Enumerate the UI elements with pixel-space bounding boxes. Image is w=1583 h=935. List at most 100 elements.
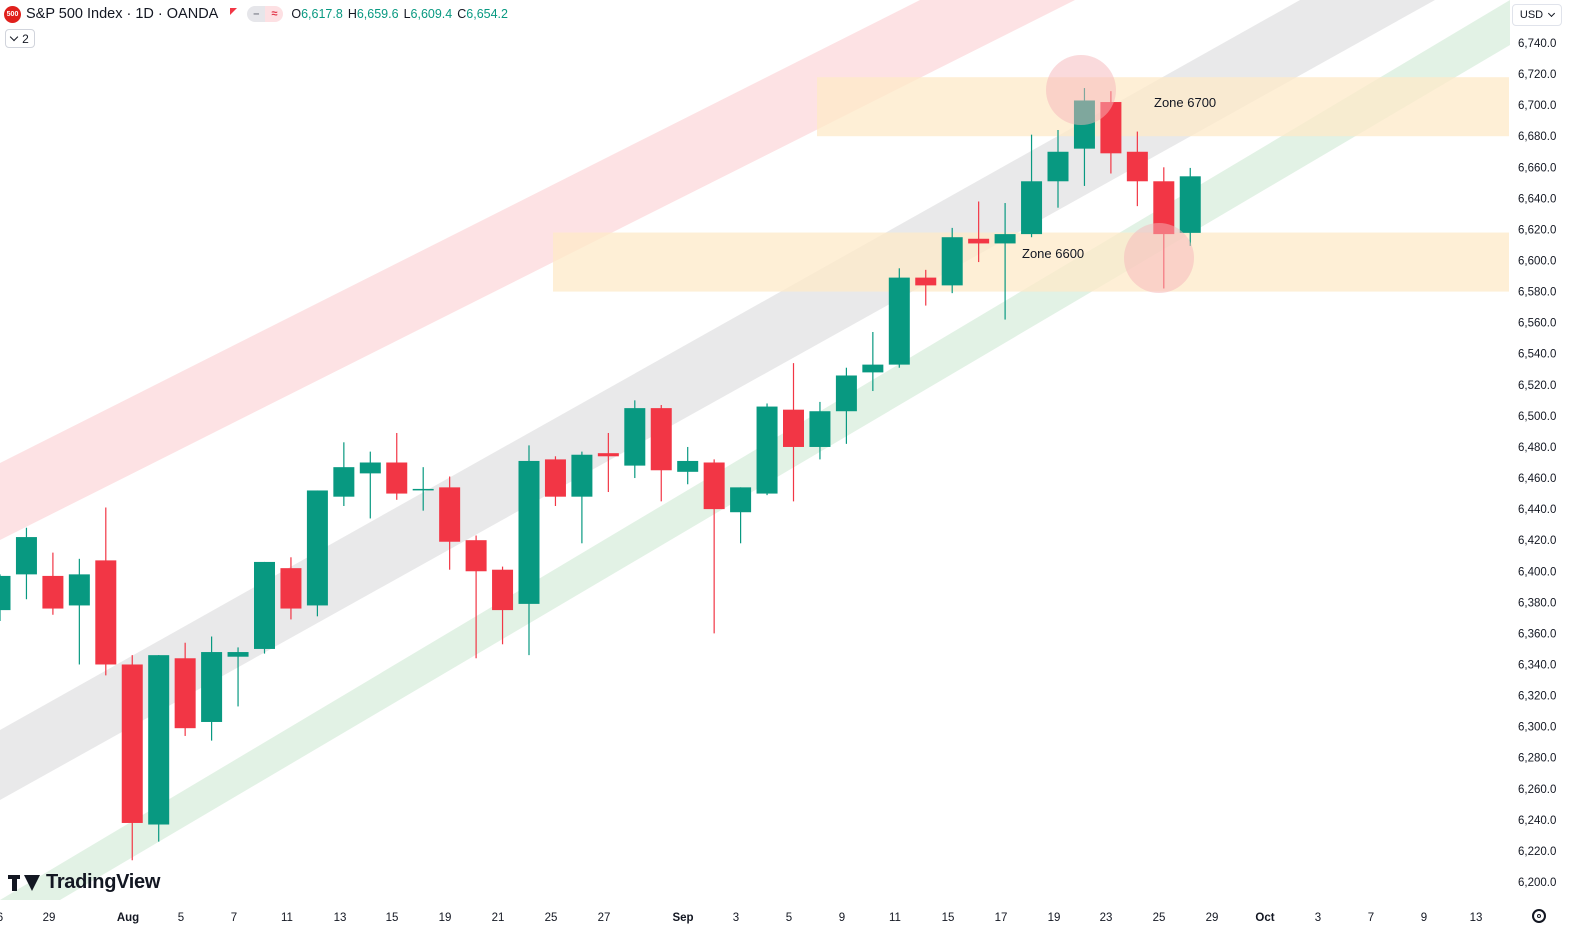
ohlc-low: L6,609.4: [403, 7, 453, 21]
candle-body: [201, 652, 223, 722]
candle-body: [15, 537, 37, 575]
time-tick-label: 25: [1153, 912, 1166, 924]
price-tick-label: 6,360.0: [1518, 628, 1556, 640]
candle: [835, 367, 857, 444]
time-tick-label: 15: [942, 912, 955, 924]
price-tick-label: 6,340.0: [1518, 659, 1556, 671]
candle-body: [968, 238, 990, 244]
ohlc-open: O6,617.8: [291, 7, 343, 21]
candle: [968, 201, 990, 263]
price-tick-label: 6,260.0: [1518, 784, 1556, 796]
time-tick-label: 3: [733, 912, 739, 924]
currency-label: USD: [1519, 9, 1544, 21]
candle-body: [42, 575, 64, 609]
gear-icon[interactable]: [1532, 909, 1546, 923]
candle: [492, 566, 514, 645]
candle: [941, 227, 963, 294]
chevron-down-icon: [1548, 9, 1556, 17]
price-tick-label: 6,400.0: [1518, 566, 1556, 578]
price-tick-label: 6,300.0: [1518, 722, 1556, 734]
candle: [783, 363, 804, 502]
candle-body: [359, 462, 381, 474]
time-tick-label: 9: [1421, 912, 1427, 924]
candle-body: [730, 487, 752, 513]
candle: [333, 442, 355, 507]
zone-rect: [817, 77, 1509, 137]
symbol-title[interactable]: S&P 500 Index · 1D · OANDA: [26, 6, 219, 22]
price-tick-label: 6,540.0: [1518, 349, 1556, 361]
candle-body: [306, 490, 328, 606]
time-tick-label: 25: [545, 912, 558, 924]
time-tick-label: 21: [492, 912, 505, 924]
candle-body: [597, 453, 619, 457]
candle: [227, 647, 249, 707]
time-tick-label: Sep: [672, 912, 693, 924]
price-tick-label: 6,380.0: [1518, 597, 1556, 609]
flag-icon[interactable]: [230, 7, 238, 15]
candle-body: [756, 406, 778, 494]
price-tick-label: 6,320.0: [1518, 691, 1556, 703]
highlight-circles: [1046, 55, 1194, 293]
price-tick-label: 6,660.0: [1518, 162, 1556, 174]
candle: [756, 403, 778, 496]
candle: [148, 655, 170, 842]
support-resistance-zones: [553, 77, 1509, 292]
candle: [95, 507, 117, 676]
candle-body: [1100, 102, 1122, 154]
candle-body: [1047, 151, 1069, 182]
price-tick-label: 6,640.0: [1518, 193, 1556, 205]
tradingview-logo[interactable]: TradingView: [8, 871, 160, 894]
time-tick-label: 23: [1100, 912, 1113, 924]
candle-body: [783, 409, 804, 447]
candle: [809, 401, 831, 460]
candle-body: [915, 277, 937, 286]
candle-body: [994, 234, 1016, 244]
price-tick-label: 6,240.0: [1518, 815, 1556, 827]
candle: [888, 268, 910, 368]
candle-body: [941, 237, 963, 286]
price-tick-label: 6,600.0: [1518, 256, 1556, 268]
tradingview-logo-icon: [8, 874, 40, 891]
candle: [412, 467, 434, 511]
logo-text: TradingView: [46, 871, 161, 893]
ohlc-values: O6,617.8 H6,659.6 L6,609.4 C6,654.2: [291, 7, 508, 21]
candle-body: [95, 560, 117, 665]
chevron-down-icon: [9, 32, 19, 41]
wave-icon[interactable]: ≈: [265, 6, 284, 22]
candle: [359, 451, 381, 519]
indicators-toggle-button[interactable]: 2: [5, 29, 35, 48]
time-tick-label: 13: [334, 912, 347, 924]
candle: [174, 642, 196, 736]
candle: [915, 269, 937, 306]
price-tick-label: 6,520.0: [1518, 380, 1556, 392]
price-tick-label: 6,460.0: [1518, 473, 1556, 485]
price-tick-label: 6,440.0: [1518, 504, 1556, 516]
candle-body: [862, 364, 884, 373]
candle-body: [1021, 181, 1043, 235]
candle-body: [677, 460, 699, 472]
time-tick-label: Oct: [1255, 912, 1274, 924]
time-tick-label: 3: [1315, 912, 1321, 924]
candle: [571, 451, 593, 544]
price-tick-label: 6,280.0: [1518, 753, 1556, 765]
candle: [994, 203, 1016, 320]
minus-icon[interactable]: –: [247, 6, 266, 22]
candle: [1047, 130, 1069, 208]
time-axis: 6 29 Aug 5 7 11 13 15 19 21 25 27 Sep 3 5 9 11 15 17 19 23 25…: [0, 912, 1482, 924]
indicator-count: 2: [22, 31, 29, 46]
candle: [68, 558, 90, 665]
channel-band-upper: [0, 0, 1075, 540]
zone-labels: Zone 6700 Zone 6600: [1022, 95, 1216, 261]
candle-body: [1179, 176, 1201, 233]
time-tick-label: 17: [995, 912, 1008, 924]
candle: [862, 331, 884, 392]
symbol-logo-icon[interactable]: 500: [4, 5, 21, 23]
candle: [201, 636, 223, 741]
candle: [597, 432, 619, 493]
currency-select[interactable]: USD: [1512, 4, 1562, 26]
chart-legend: 500 S&P 500 Index · 1D · OANDA – ≈ O6,61…: [4, 4, 508, 24]
candle-body: [1153, 181, 1175, 235]
candle: [1126, 131, 1148, 207]
time-tick-label: 7: [1368, 912, 1374, 924]
